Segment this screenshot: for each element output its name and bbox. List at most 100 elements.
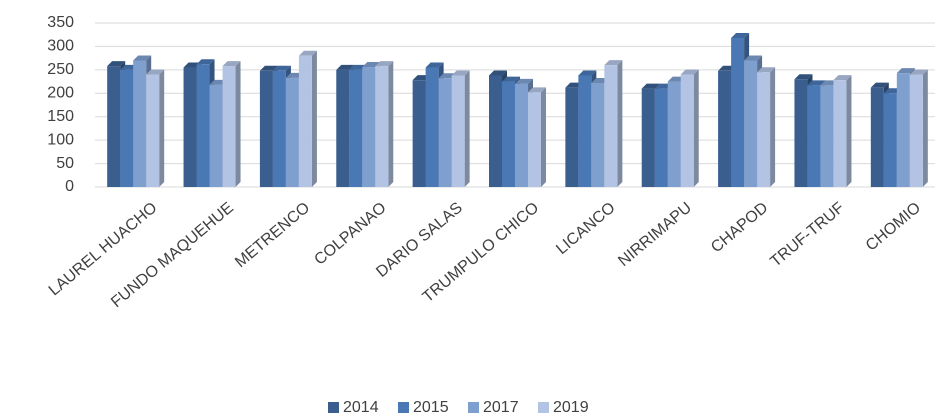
bar [349,69,363,187]
bar-top [259,65,278,71]
bar-side [541,87,546,187]
bar-side [617,60,623,187]
bar-top [833,75,852,81]
bar [336,69,350,187]
bar-top [896,68,915,74]
bar [909,74,923,187]
y-tick-label: 300 [47,38,74,55]
bar-top [272,65,291,71]
bar [667,81,681,187]
bar-top [578,70,597,76]
bar [578,75,592,187]
legend-label: 2014 [343,399,379,416]
bar [591,82,605,187]
bar [107,66,121,187]
bar-top [515,78,533,84]
bar [515,83,528,187]
bar [489,75,502,187]
bar [298,55,312,187]
bar-top [107,61,126,67]
bar-top [451,70,470,76]
x-tick-label: COLPANAO [311,199,389,268]
bar-top [641,83,660,89]
y-tick-label: 0 [65,178,74,195]
legend-swatch [328,402,339,413]
bar-top [133,55,152,61]
x-tick-label: CHAPOD [708,199,771,256]
bar-top [222,61,241,67]
bar [718,70,732,187]
x-tick-label: METRENCO [232,199,313,271]
bar-side [770,67,776,187]
bar-top [146,69,165,75]
bar [425,67,439,187]
bar [757,72,771,187]
bar-top [604,60,623,66]
bar [375,66,389,187]
bar [870,87,884,187]
x-tick-label: LICANCO [553,199,618,258]
bar [209,84,223,187]
bar [438,78,452,187]
bar-top [196,59,215,65]
bar [222,66,236,187]
bar [731,37,745,187]
bar [451,75,465,187]
bar [196,64,210,187]
bar [744,60,758,187]
bar-side [464,70,470,187]
bar [794,79,808,187]
y-tick-label: 150 [47,108,74,125]
bar-top [298,50,317,56]
y-tick-label: 100 [47,131,74,148]
legend-label: 2019 [553,399,589,416]
bar-top [909,69,928,75]
bar [833,80,847,187]
bar [604,65,618,187]
bar [502,81,515,187]
legend-label: 2017 [483,399,519,416]
bar [362,67,376,187]
bar-side [311,50,317,187]
bar-side [388,61,394,188]
bar [259,70,273,187]
legend-swatch [538,402,549,413]
bar [654,88,668,187]
bar-side [922,69,928,187]
bar-top [757,67,776,73]
bar [820,85,834,187]
bar [120,69,134,187]
y-tick-label: 200 [47,85,74,102]
bar [807,85,821,187]
bar [565,87,579,187]
bar [285,77,299,187]
bar [146,74,160,187]
bar-side [159,69,165,187]
bar [896,73,910,187]
y-tick-label: 350 [47,14,74,31]
bar-top [744,55,763,61]
bar [528,92,541,187]
bar [133,60,147,187]
bar [412,80,426,187]
bar-top [375,61,394,67]
bar-top [528,87,546,93]
bar [183,67,197,187]
bar-side [846,75,852,187]
bar-top [807,80,826,86]
y-tick-label: 50 [56,155,74,172]
x-tick-label: CHOMIO [863,199,924,254]
bar [680,74,694,187]
bar-top [425,62,444,68]
bar-top [794,74,813,80]
bar-top [336,64,355,70]
bar-top [870,82,889,88]
bar-side [693,69,699,187]
bar [883,93,897,187]
legend-swatch [468,402,479,413]
y-tick-label: 250 [47,61,74,78]
bar-top [502,76,520,82]
x-tick-label: FUNDO MAQUEHUE [108,199,237,311]
bar-top [731,32,750,38]
